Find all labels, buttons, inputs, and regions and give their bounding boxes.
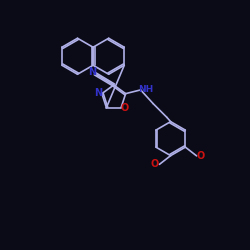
Text: N: N bbox=[94, 88, 102, 98]
Text: NH: NH bbox=[138, 86, 154, 94]
Text: O: O bbox=[151, 160, 159, 170]
Text: O: O bbox=[120, 103, 128, 113]
Text: O: O bbox=[197, 151, 205, 161]
Text: N: N bbox=[88, 67, 96, 77]
